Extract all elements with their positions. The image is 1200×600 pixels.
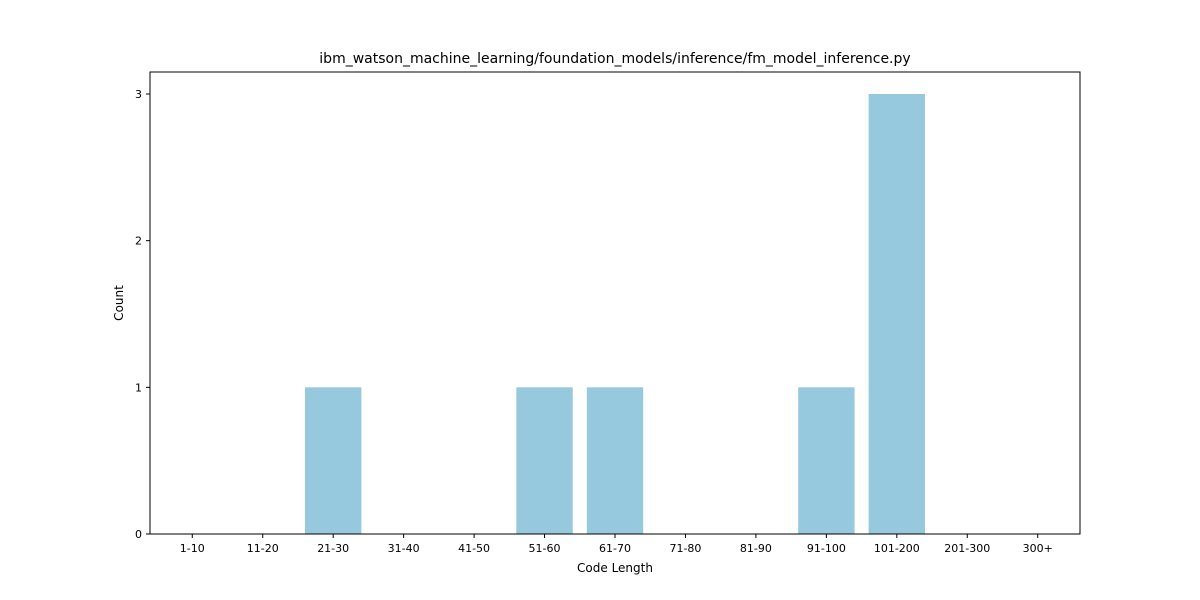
y-tick-label: 0 bbox=[135, 528, 142, 541]
plot-frame bbox=[149, 71, 1081, 535]
chart-title: ibm_watson_machine_learning/foundation_m… bbox=[319, 51, 910, 67]
x-tick-label: 21-30 bbox=[317, 542, 349, 555]
x-tick-label: 11-20 bbox=[247, 542, 279, 555]
x-tick-label: 71-80 bbox=[669, 542, 701, 555]
x-tick-label: 61-70 bbox=[599, 542, 631, 555]
y-tick-label: 1 bbox=[135, 381, 142, 394]
x-tick-label: 41-50 bbox=[458, 542, 490, 555]
x-tick-label: 201-300 bbox=[944, 542, 990, 555]
x-tick-label: 51-60 bbox=[529, 542, 561, 555]
x-tick-label: 1-10 bbox=[180, 542, 205, 555]
x-tick-label: 31-40 bbox=[388, 542, 420, 555]
x-axis-label: Code Length bbox=[577, 561, 653, 575]
bar-61-70 bbox=[586, 387, 644, 534]
x-tick-label: 101-200 bbox=[874, 542, 920, 555]
x-tick-label: 81-90 bbox=[740, 542, 772, 555]
x-tick-label: 300+ bbox=[1023, 542, 1053, 555]
y-axis-label: Count bbox=[112, 285, 126, 321]
y-tick-label: 3 bbox=[135, 88, 142, 101]
bar-101-200 bbox=[868, 94, 925, 534]
x-axis: 1-10 11-20 21-30 31-40 41-50 51-60 61-70 71-80 8… bbox=[180, 534, 1053, 555]
bars-layer bbox=[305, 94, 925, 534]
bar-51-60 bbox=[516, 387, 573, 534]
y-tick-label: 2 bbox=[135, 235, 142, 248]
bar-21-30 bbox=[305, 387, 362, 534]
x-tick-label: 91-100 bbox=[807, 542, 846, 555]
y-axis: 0 1 2 3 bbox=[135, 88, 150, 541]
bar-91-100 bbox=[798, 387, 855, 534]
